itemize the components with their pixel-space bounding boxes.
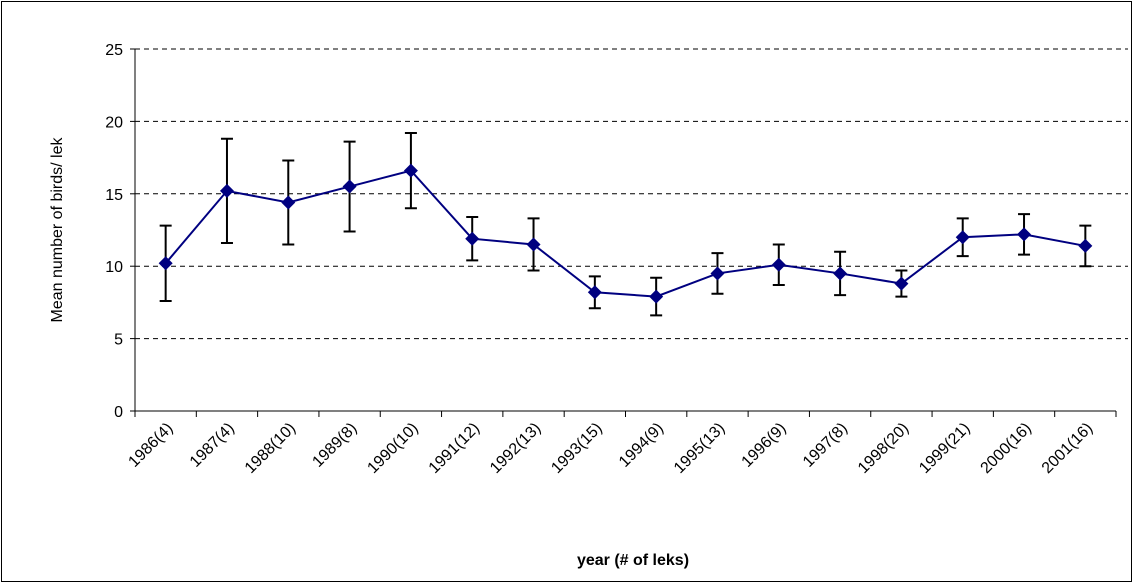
data-point bbox=[1017, 227, 1032, 242]
data-point bbox=[771, 257, 786, 272]
y-tick-label: 10 bbox=[105, 259, 123, 276]
y-tick-label: 0 bbox=[114, 404, 123, 421]
y-tick-label: 20 bbox=[105, 114, 123, 131]
data-line bbox=[164, 169, 1086, 298]
data-point bbox=[710, 266, 725, 281]
data-point bbox=[587, 285, 602, 300]
data-point bbox=[465, 231, 480, 246]
y-tick-label: 25 bbox=[105, 42, 123, 59]
x-axis-label: year (# of leks) bbox=[577, 552, 689, 569]
y-tick-label: 15 bbox=[105, 187, 123, 204]
data-point bbox=[894, 276, 909, 291]
data-point bbox=[219, 183, 234, 198]
y-tick-label: 5 bbox=[114, 332, 123, 349]
data-point bbox=[833, 266, 848, 281]
data-point bbox=[158, 256, 173, 271]
data-point bbox=[281, 195, 296, 210]
data-point bbox=[955, 230, 970, 245]
data-point bbox=[526, 237, 541, 252]
data-point bbox=[649, 289, 664, 304]
data-point bbox=[403, 163, 418, 178]
y-axis-label: Mean number of birds/ lek bbox=[49, 137, 66, 323]
data-point bbox=[1078, 238, 1093, 253]
data-point bbox=[342, 179, 357, 194]
